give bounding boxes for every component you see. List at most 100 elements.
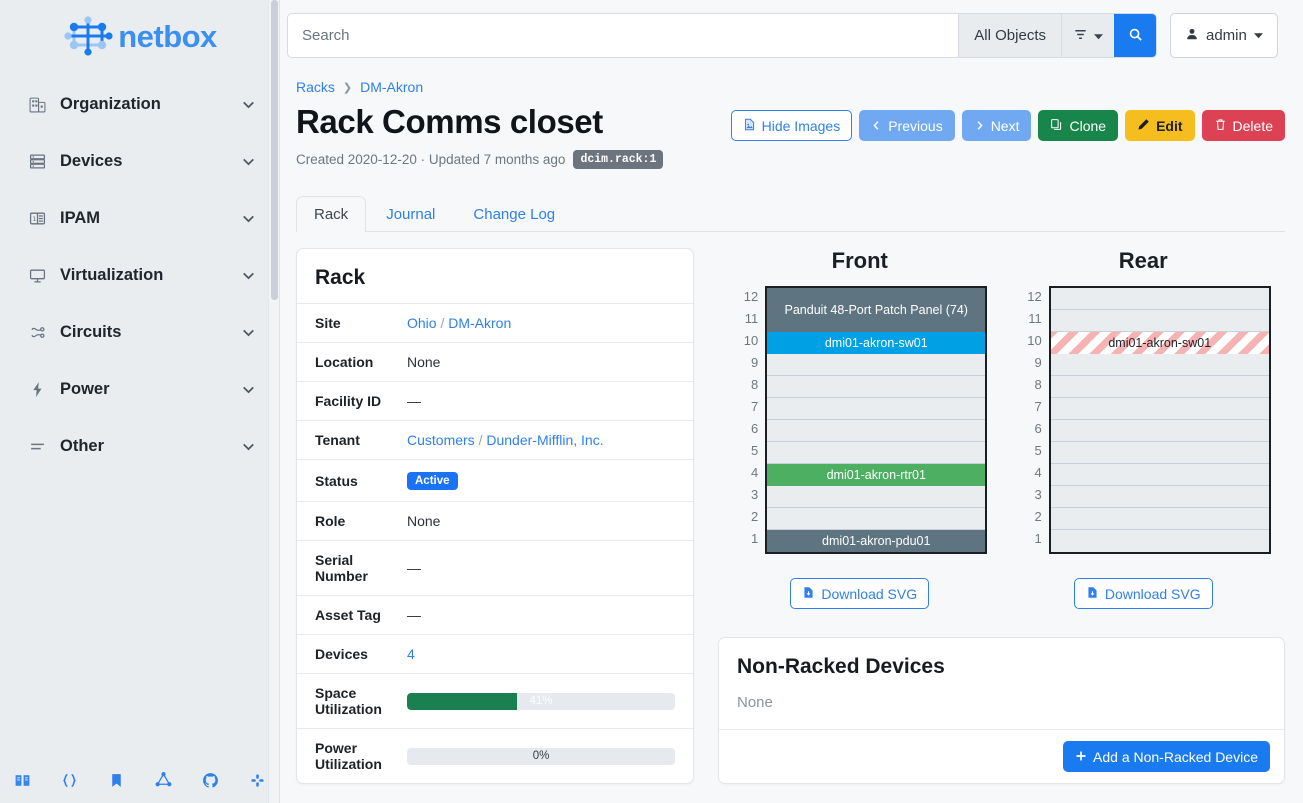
sidebar-item-ipam[interactable]: 1 IPAM	[0, 190, 279, 247]
row-label: Asset Tag	[315, 607, 381, 624]
clone-button[interactable]: Clone	[1038, 110, 1119, 141]
rack-unit-number: 4	[751, 465, 759, 481]
github-icon[interactable]	[202, 772, 219, 789]
rack-unit-number: 2	[751, 509, 759, 525]
tab-changelog[interactable]: Change Log	[473, 206, 556, 224]
slack-icon[interactable]	[249, 772, 266, 789]
search-filter-button[interactable]	[1061, 14, 1114, 57]
sidebar-item-label: Devices	[60, 152, 123, 170]
rack-device-dmi01-akron-sw01[interactable]: dmi01-akron-sw01	[1050, 332, 1269, 355]
chevron-down-icon	[240, 438, 257, 455]
rack-unit-empty[interactable]	[1050, 310, 1269, 333]
row-label: Facility ID	[315, 393, 382, 410]
file-download-icon	[802, 586, 815, 602]
chevron-down-icon	[240, 381, 257, 398]
rack-unit-empty[interactable]	[767, 486, 986, 509]
row-value-site: Ohio / DM-Akron	[403, 304, 693, 343]
rack-unit-empty[interactable]	[1050, 486, 1269, 509]
rack-unit-number: 11	[744, 311, 759, 327]
row-label: Site	[315, 315, 341, 332]
rack-unit-empty[interactable]	[767, 508, 986, 531]
tab-journal[interactable]: Journal	[386, 206, 436, 224]
graphql-icon[interactable]	[155, 771, 172, 789]
rear-unit-numbers: 12 11 10 9 8 7 6 5 4 3 2 1	[1016, 286, 1042, 550]
user-menu-button[interactable]: admin	[1170, 13, 1278, 58]
rack-device-dmi01-akron-pdu01[interactable]: dmi01-akron-pdu01	[767, 530, 986, 553]
left-column: Rack Site Ohio / DM-Akron	[296, 248, 694, 803]
front-download-svg-button[interactable]: Download SVG	[790, 578, 930, 610]
rack-unit-empty[interactable]	[1050, 464, 1269, 487]
rack-unit-number: 9	[751, 355, 759, 371]
rack-unit-empty[interactable]	[1050, 420, 1269, 443]
api-braces-icon[interactable]	[61, 772, 78, 789]
rack-unit-empty[interactable]	[767, 420, 986, 443]
site-region-link[interactable]: Ohio	[407, 315, 437, 332]
object-tabs: Rack Journal Change Log	[296, 195, 1285, 233]
documentation-icon[interactable]	[14, 772, 31, 789]
breadcrumb-item-racks[interactable]: Racks	[296, 79, 335, 95]
rack-elevations: Front 12 11 10 9 8 7 6 5 4 3 2 1 Panduit 48-Port Pa…	[718, 248, 1286, 610]
sidebar-item-other[interactable]: Other	[0, 418, 279, 475]
next-label: Next	[990, 117, 1020, 134]
add-non-racked-device-button[interactable]: Add a Non-Racked Device	[1063, 741, 1270, 773]
rack-unit-empty[interactable]	[1050, 288, 1269, 311]
monitor-icon	[26, 267, 48, 284]
search-submit-button[interactable]	[1114, 14, 1156, 57]
sidebar-scrollbar[interactable]	[268, 0, 279, 803]
object-scope-select[interactable]: All Objects	[958, 14, 1061, 57]
edit-label: Edit	[1156, 117, 1183, 134]
rack-unit-empty[interactable]	[1050, 508, 1269, 531]
rack-unit-empty[interactable]	[767, 398, 986, 421]
object-scope-label: All Objects	[974, 27, 1046, 44]
rack-unit-empty[interactable]	[1050, 398, 1269, 421]
rack-unit-empty[interactable]	[1050, 354, 1269, 377]
file-download-icon	[1086, 586, 1099, 602]
rear-elevation: Rear 12 11 10 9 8 7 6 5 4 3 2 1 dmi01-akron-sw01	[1002, 248, 1286, 610]
rack-attributes-table: Site Ohio / DM-Akron Location No	[297, 303, 693, 783]
row-label: Role	[315, 513, 346, 530]
row-label: Power Utilization	[315, 740, 382, 773]
brand-logo[interactable]: netbox	[0, 0, 279, 66]
breadcrumb-item-site[interactable]: DM-Akron	[360, 79, 424, 95]
sidebar-item-circuits[interactable]: Circuits	[0, 304, 279, 361]
sidebar-item-organization[interactable]: Organization	[0, 76, 279, 133]
rack-device-dmi01-akron-rtr01[interactable]: dmi01-akron-rtr01	[767, 464, 986, 487]
search-input[interactable]	[288, 14, 959, 57]
rear-download-svg-button[interactable]: Download SVG	[1073, 578, 1213, 610]
search-icon	[1128, 27, 1143, 45]
front-elevation-diagram: 12 11 10 9 8 7 6 5 4 3 2 1 Panduit 48-Port Patch Pa…	[732, 286, 988, 555]
rack-device-dmi01-akron-sw01[interactable]: dmi01-akron-sw01	[767, 332, 986, 355]
rack-unit-empty[interactable]	[1050, 442, 1269, 465]
rack-unit-empty[interactable]	[767, 354, 986, 377]
power-utilization-bar: 0%	[407, 747, 675, 765]
rack-unit-empty[interactable]	[767, 376, 986, 399]
hide-images-button[interactable]: Hide Images	[730, 110, 853, 141]
rack-device-panduit-48-port-patch-panel-74[interactable]: Panduit 48-Port Patch Panel (74)	[767, 288, 986, 333]
main-area: All Objects	[280, 0, 1303, 803]
sidebar-item-virtualization[interactable]: Virtualization	[0, 247, 279, 304]
tenant-group-link[interactable]: Customers	[407, 432, 475, 449]
sidebar: netbox Organization Devices	[0, 0, 280, 803]
table-row: Devices 4	[297, 634, 693, 674]
sidebar-item-label: Other	[60, 437, 105, 455]
tab-rack[interactable]: Rack	[296, 196, 367, 233]
bookmark-icon[interactable]	[108, 772, 125, 789]
previous-button[interactable]: Previous	[859, 110, 955, 141]
rack-unit-empty[interactable]	[1050, 530, 1269, 553]
rack-unit-number: 12	[1027, 289, 1042, 305]
tenant-link[interactable]: Dunder-Mifflin, Inc.	[486, 432, 604, 449]
next-button[interactable]: Next	[961, 110, 1032, 141]
netbox-logo-icon	[62, 15, 118, 57]
front-rack-box: Panduit 48-Port Patch Panel (74) dmi01-ak…	[765, 286, 988, 555]
sidebar-item-devices[interactable]: Devices	[0, 133, 279, 190]
rack-unit-empty[interactable]	[1050, 376, 1269, 399]
devices-count-link[interactable]: 4	[407, 646, 415, 663]
delete-button[interactable]: Delete	[1201, 110, 1285, 141]
front-elevation: Front 12 11 10 9 8 7 6 5 4 3 2 1 Panduit 48-Port Pa…	[718, 248, 1002, 610]
sidebar-nav: Organization Devices 1 IPAM	[0, 66, 279, 757]
rack-unit-empty[interactable]	[767, 442, 986, 465]
sidebar-item-power[interactable]: Power	[0, 361, 279, 418]
edit-button[interactable]: Edit	[1125, 110, 1195, 141]
user-name: admin	[1206, 27, 1247, 44]
site-link[interactable]: DM-Akron	[448, 315, 512, 332]
